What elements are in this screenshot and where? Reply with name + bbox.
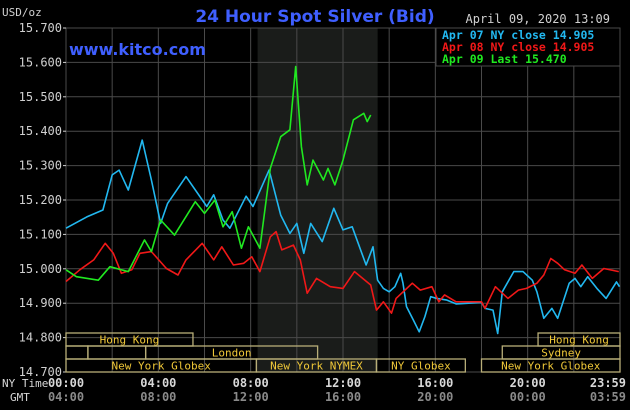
y-tick-label: 15.200 [19,193,62,207]
x-tick-ny: 12:00 [325,376,361,390]
series-line-apr08 [65,230,619,315]
x-tick-ny: 20:00 [510,376,546,390]
x-tick-gmt: 04:00 [48,390,84,404]
x-tick-ny: 08:00 [233,376,269,390]
session-box [65,345,89,360]
timestamp: April 09, 2020 13:09 [466,12,611,26]
y-tick-label: 15.300 [19,159,62,173]
y-tick-label: 14.900 [19,296,62,310]
legend-apr07: Apr 07 NY close 14.905 [442,28,594,42]
x-tick-ny: 00:00 [48,376,84,390]
session-label: Hong Kong [100,334,160,347]
x-tick-gmt: 00:00 [510,390,546,404]
x-tick-ny: 04:00 [140,376,176,390]
y-tick-label: 15.100 [19,227,62,241]
session-label: Sydney [541,347,581,360]
y-tick-label: 14.800 [19,331,62,345]
x-tick-gmt: 12:00 [233,390,269,404]
legend-box [435,27,621,67]
y-tick-label: 15.000 [19,262,62,276]
x-tick-ny: 23:59 [590,376,626,390]
kitco-watermark: www.kitco.com [69,40,206,59]
series-line-apr07 [65,139,621,335]
series-line-apr09 [65,65,372,282]
chart-title: 24 Hour Spot Silver (Bid) [195,7,434,27]
x-tick-ny: 16:00 [417,376,453,390]
session-label: London [212,347,252,360]
y-tick-label: 14.700 [19,365,62,379]
session-box [375,358,466,373]
x-tick-gmt: 03:59 [590,390,626,404]
x-tick-gmt: 20:00 [417,390,453,404]
legend-apr08: Apr 08 NY close 14.905 [442,40,594,54]
session-box [87,345,147,360]
y-axis-unit: USD/oz [2,6,42,19]
y-tick-label: 15.700 [19,21,62,35]
y-tick-label: 15.400 [19,124,62,138]
gmt-label: GMT [10,391,30,404]
session-label: New York Globex [501,360,601,373]
session-label: New York NYMEX [270,360,363,373]
x-tick-gmt: 08:00 [140,390,176,404]
session-label: Hong Kong [549,334,609,347]
legend: Apr 07 NY close 14.905 Apr 08 NY close 1… [435,27,621,67]
ny-time-label: NY Time [2,377,48,390]
session-label: NY Globex [391,360,451,373]
legend-apr09: Apr 09 Last 15.470 [442,52,567,66]
y-tick-label: 15.600 [19,55,62,69]
y-tick-label: 15.500 [19,90,62,104]
session-box [480,358,621,373]
session-label: New York Globex [112,360,212,373]
x-tick-gmt: 16:00 [325,390,361,404]
